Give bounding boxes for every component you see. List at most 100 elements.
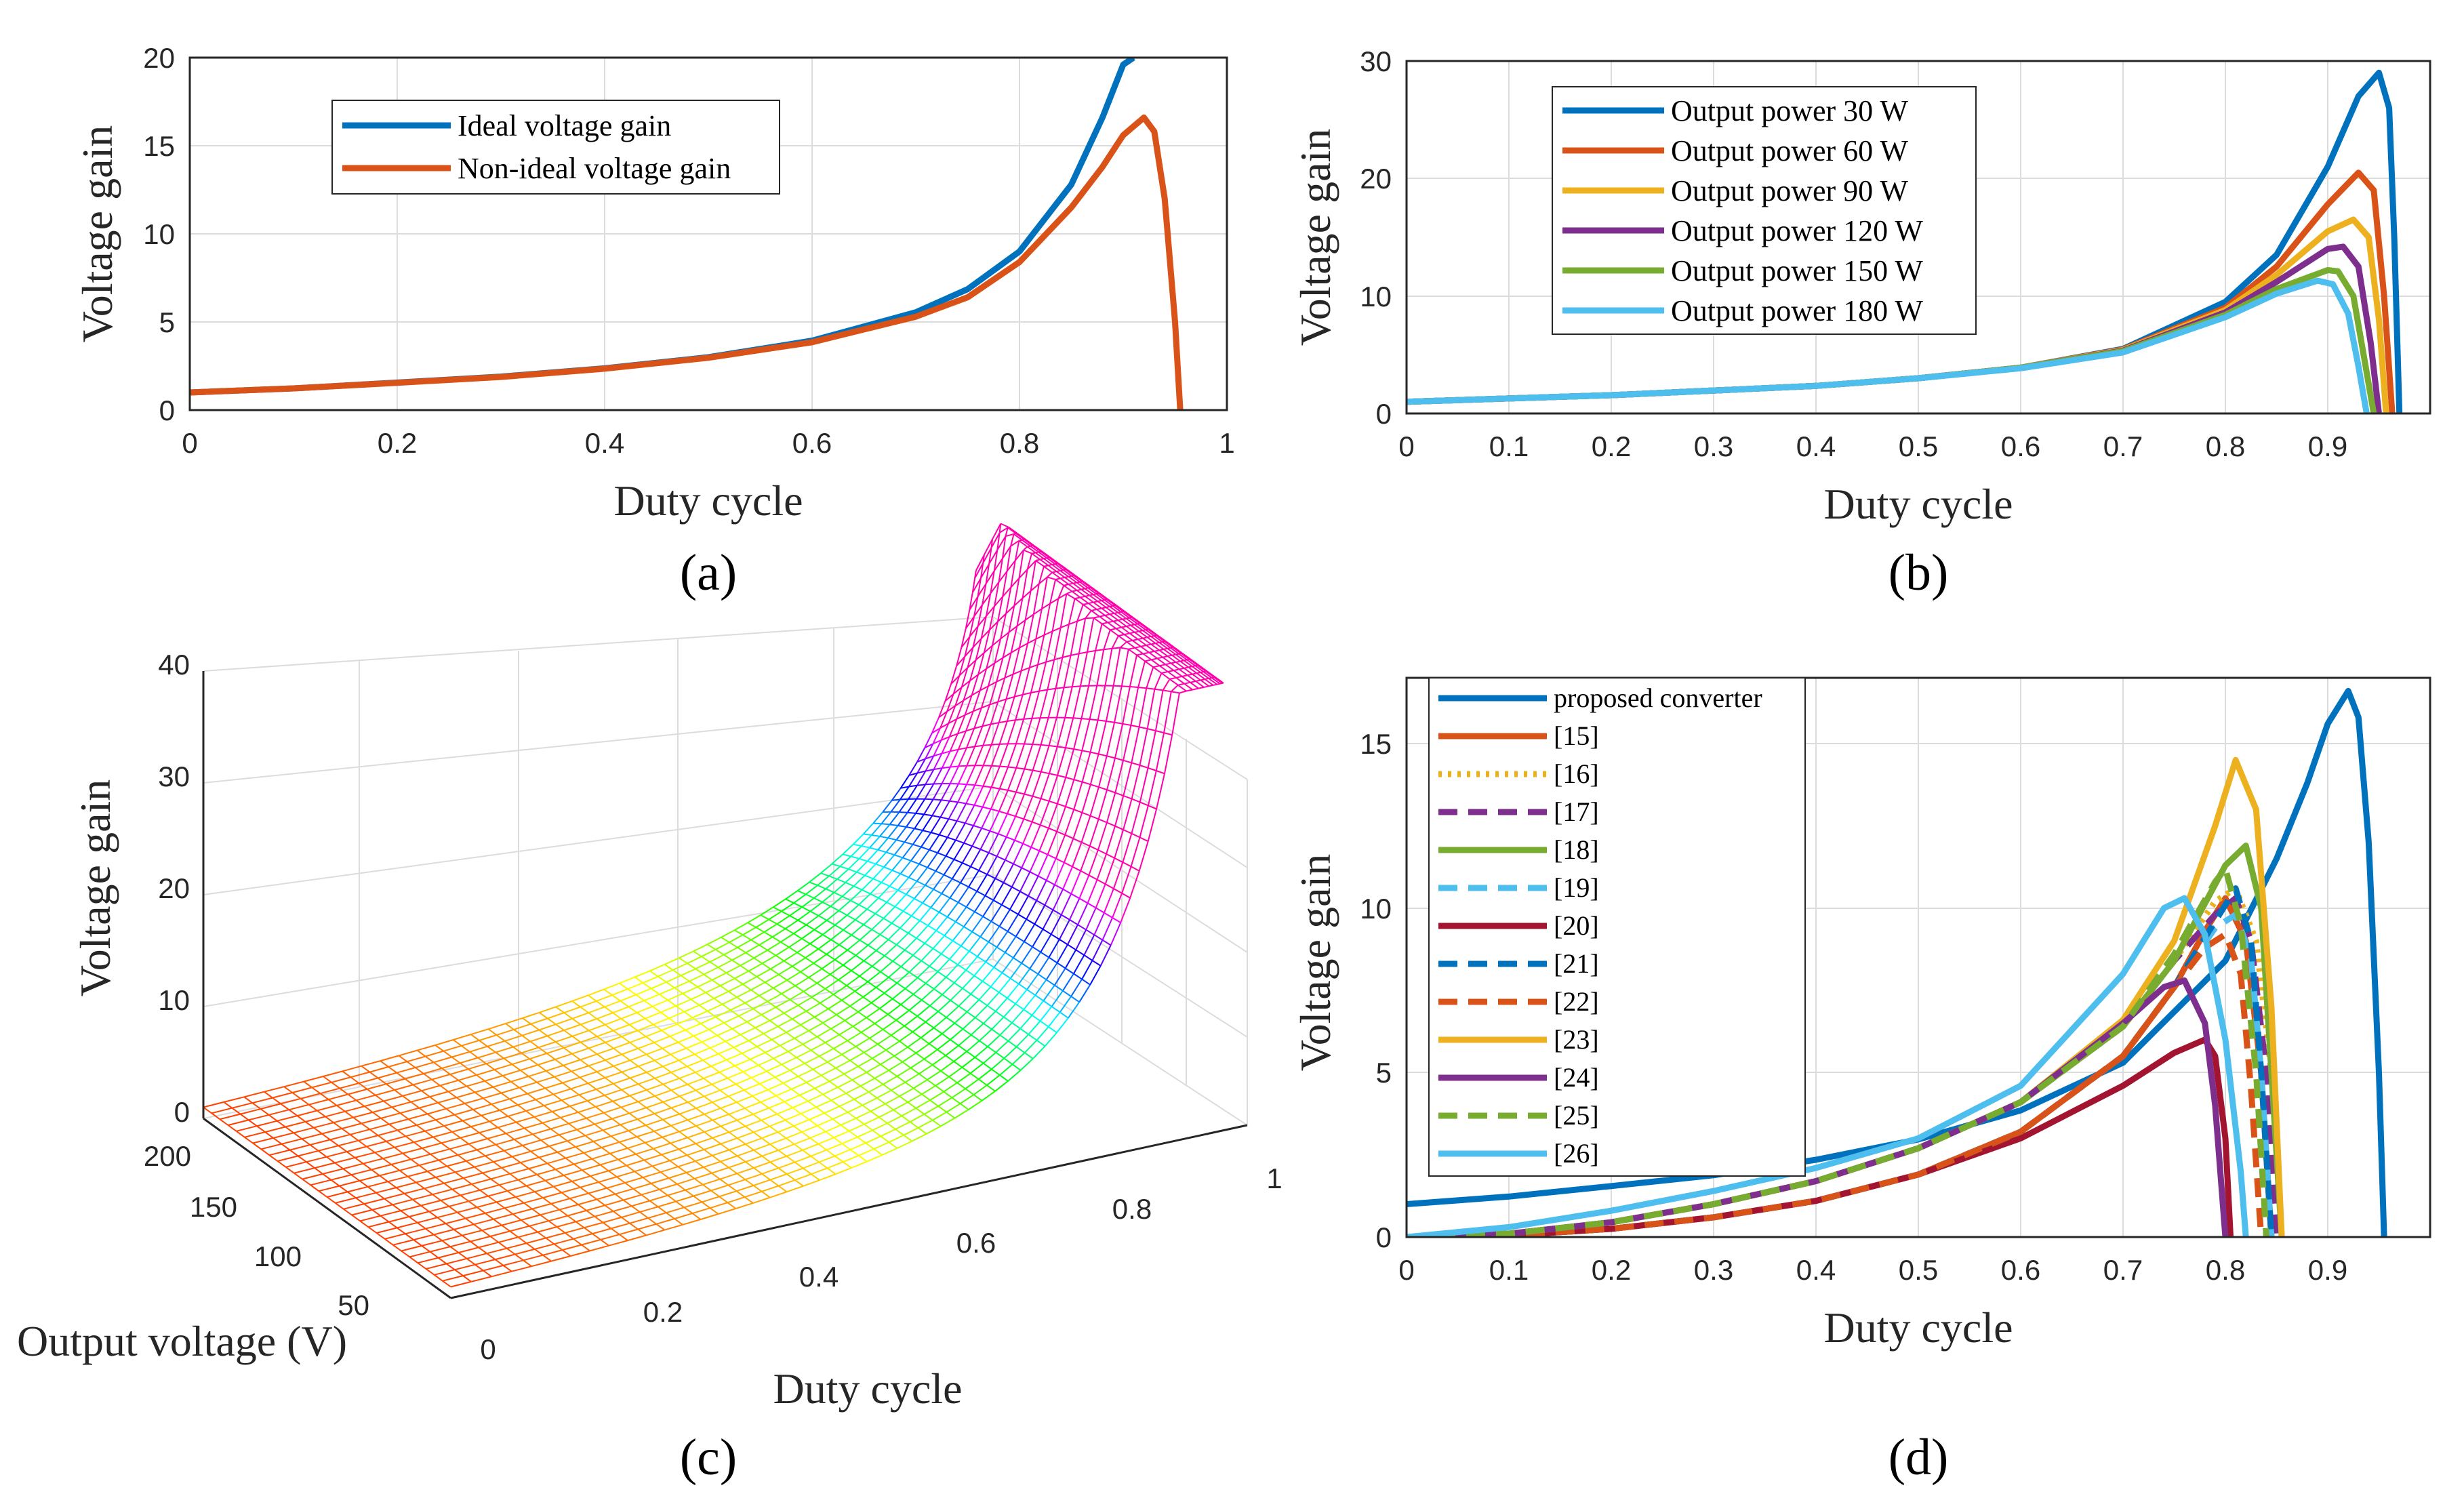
surface-mesh-line (711, 1077, 728, 1085)
surface-mesh-line (1062, 654, 1071, 658)
surface-mesh-line (856, 860, 868, 873)
surface-mesh-line (341, 1128, 351, 1135)
surface-mesh-line (827, 1161, 844, 1169)
surface-mesh-line (897, 1140, 912, 1149)
surface-mesh-line (842, 895, 851, 902)
surface-mesh-line (624, 1182, 634, 1190)
surface-mesh-line (839, 934, 852, 946)
surface-mesh-line (499, 1104, 519, 1111)
surface-mesh-line (481, 1224, 502, 1232)
surface-mesh-line (1112, 647, 1121, 686)
x-axis-label-b: Duty cycle (1824, 480, 2013, 528)
surface-mesh-line (534, 1191, 544, 1198)
surface-mesh-line (559, 1204, 579, 1211)
surface-mesh-line (582, 1164, 601, 1171)
surface-mesh-line (768, 910, 782, 920)
surface-mesh-line (1142, 630, 1152, 637)
surface-mesh-line (603, 1216, 622, 1223)
legend-a: Ideal voltage gain Non-ideal voltage gai… (331, 100, 780, 195)
surface-mesh-line (600, 1234, 620, 1240)
surface-mesh-line (912, 1031, 922, 1038)
surface-mesh-line (899, 811, 908, 813)
surface-mesh-line (1049, 745, 1057, 748)
surface-mesh-line (999, 788, 1009, 791)
surface-mesh-line (846, 985, 855, 992)
surface-mesh-line (900, 927, 909, 934)
surface-mesh-line (1047, 831, 1058, 855)
surface-mesh-line (400, 1210, 410, 1217)
surface-mesh-line (1013, 863, 1022, 869)
surface-mesh-line (1001, 972, 1011, 979)
surface-mesh-line (1085, 610, 1092, 619)
surface-mesh-line (719, 1083, 736, 1091)
surface-mesh-line (419, 1101, 439, 1109)
surface-mesh-line (485, 1150, 504, 1157)
surface-mesh-line (297, 1110, 318, 1117)
surface-mesh-line (1158, 642, 1168, 649)
surface-mesh-line (546, 1070, 555, 1078)
surface-mesh-line (1048, 1026, 1057, 1034)
surface-mesh-line (289, 1104, 309, 1111)
surface-mesh-line (1139, 622, 1149, 630)
surface-mesh-line (740, 965, 749, 972)
surface-mesh-line (912, 943, 926, 956)
surface-mesh-line (1146, 636, 1156, 644)
surface-mesh-line (875, 977, 889, 988)
surface-mesh-line (1173, 646, 1183, 654)
surface-mesh-line (702, 1196, 720, 1203)
surface-mesh-line (974, 1057, 984, 1064)
surface-mesh-line (485, 1063, 496, 1070)
surface-mesh-line (692, 1207, 710, 1215)
surface-mesh-line (538, 1151, 558, 1158)
surface-mesh-line (280, 1103, 289, 1111)
surface-mesh-line (814, 1016, 824, 1024)
surface-mesh-line (990, 808, 1000, 812)
surface-mesh-line (1057, 962, 1066, 969)
surface-mesh-line (1054, 984, 1064, 992)
surface-mesh-line (802, 1036, 817, 1045)
surface-mesh-line (1114, 825, 1124, 831)
surface-mesh-line (344, 1106, 365, 1112)
surface-mesh-line (786, 1185, 804, 1193)
surface-mesh-line (744, 995, 760, 1004)
surface-mesh-line (1159, 665, 1169, 672)
surface-mesh-line (778, 973, 788, 981)
surface-mesh-line (971, 931, 981, 937)
surface-mesh-line (1107, 622, 1116, 630)
surface-mesh-line (867, 971, 881, 983)
surface-mesh-line (924, 930, 937, 944)
surface-mesh-line (397, 1129, 407, 1137)
surface-mesh-line (1007, 767, 1017, 791)
surface-mesh-line (895, 1129, 904, 1136)
surface-mesh-line (1018, 540, 1028, 548)
surface-mesh-line (1023, 546, 1028, 551)
surface-mesh-line (638, 1059, 655, 1068)
surface-mesh-line (490, 1178, 500, 1186)
surface-mesh-line (983, 744, 992, 746)
surface-mesh-line (867, 981, 876, 988)
surface-mesh-line (563, 1041, 581, 1049)
x-tick-label: 0.2 (1592, 1254, 1631, 1286)
surface-mesh-line (1006, 696, 1015, 722)
surface-mesh-line (557, 1221, 576, 1228)
surface-mesh-line (402, 1095, 411, 1103)
surface-mesh-line (735, 1190, 746, 1198)
surface-mesh-line (970, 866, 979, 872)
surface-mesh-line (1082, 781, 1091, 786)
surface-mesh-line (252, 1097, 273, 1104)
surface-mesh-line (857, 1057, 873, 1068)
surface-mesh-line (925, 769, 935, 785)
surface-mesh-line (580, 1071, 597, 1078)
surface-mesh-line (763, 931, 773, 938)
surface-mesh-line (1186, 659, 1196, 667)
surface-mesh-line (466, 1253, 487, 1259)
surface-mesh-line (675, 1195, 694, 1202)
surface-mesh-line (355, 1157, 364, 1165)
surface-mesh-line (674, 987, 683, 994)
surface-mesh-line (509, 1093, 528, 1100)
surface-mesh-line (555, 1035, 573, 1043)
surface-mesh-line (619, 1141, 628, 1149)
surface-mesh-line (534, 1186, 554, 1193)
surface-mesh-line (908, 784, 918, 788)
surface-mesh-line (612, 1095, 630, 1102)
